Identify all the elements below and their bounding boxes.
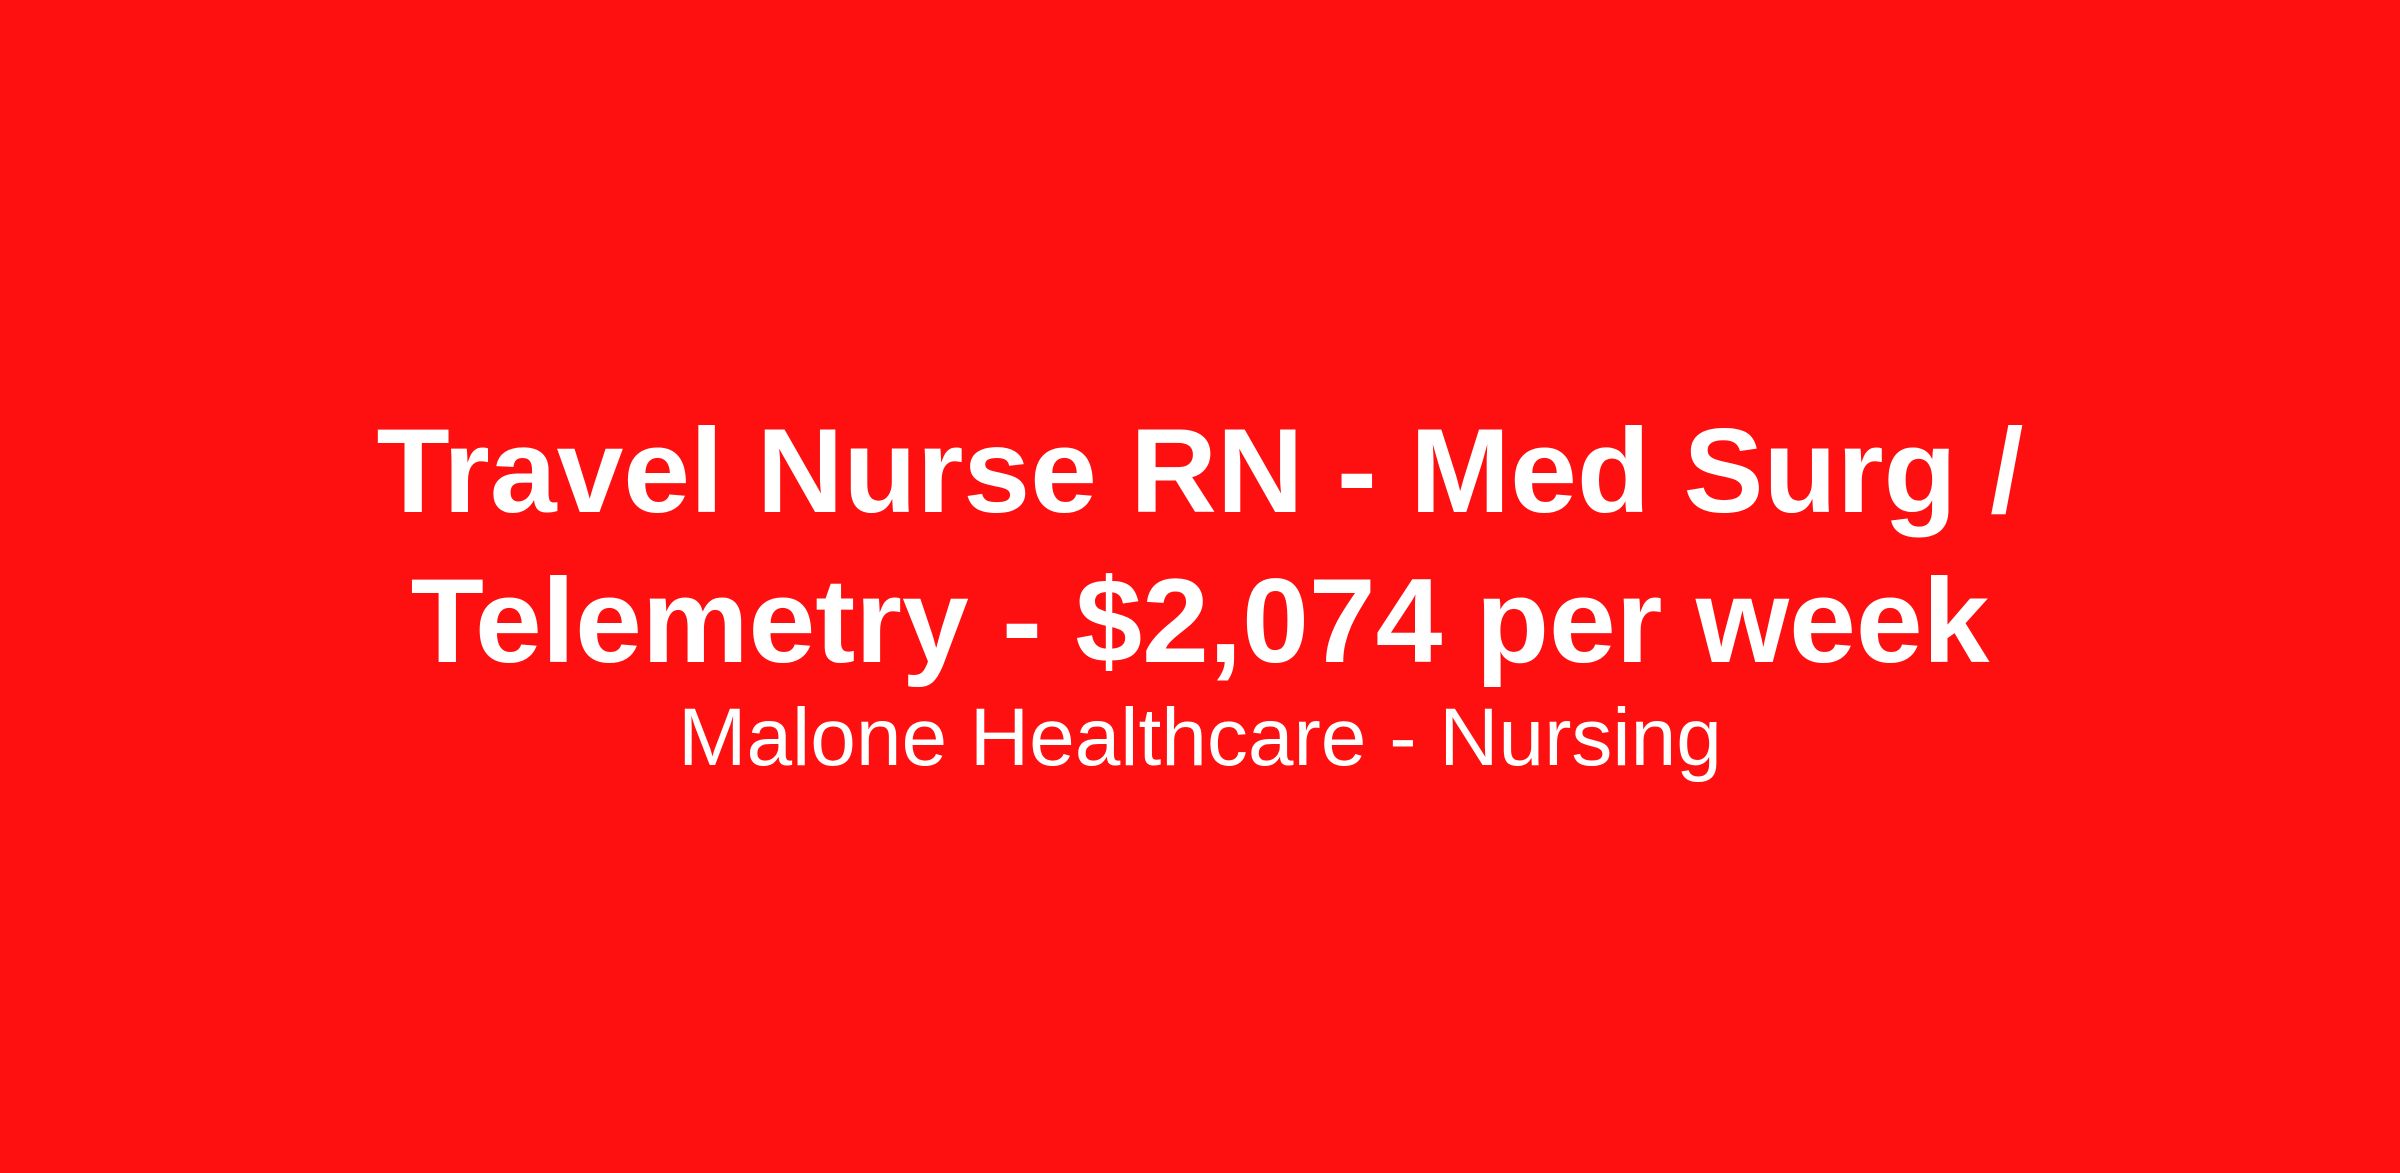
banner: Travel Nurse RN - Med Surg / Telemetry -… bbox=[0, 396, 2400, 788]
company-department: Malone Healthcare - Nursing bbox=[678, 692, 1722, 783]
job-title: Travel Nurse RN - Med Surg / Telemetry -… bbox=[376, 404, 2024, 688]
